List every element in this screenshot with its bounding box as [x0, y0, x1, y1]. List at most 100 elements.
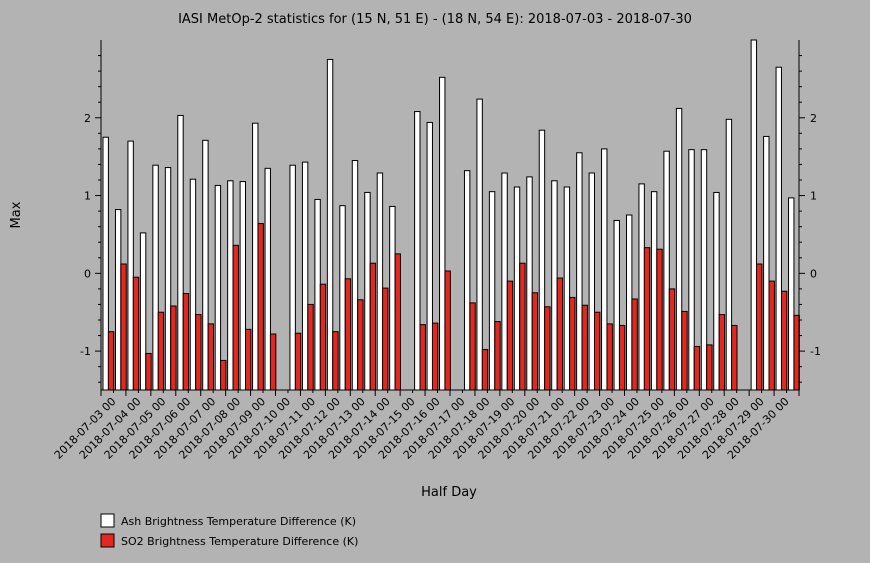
bar-so2 — [382, 287, 389, 391]
y-tick-label: 0 — [84, 267, 91, 280]
bars-group — [102, 39, 800, 391]
bar-so2 — [506, 280, 514, 391]
legend-item-so2: SO2 Brightness Temperature Difference (K… — [100, 533, 358, 548]
bar-ash — [763, 135, 770, 391]
y-ticks-group: -1 -1 0 0 1 1 2 2 — [80, 55, 821, 383]
bar-ash — [501, 172, 508, 391]
legend-swatch-so2 — [100, 533, 115, 548]
bar-so2 — [220, 359, 227, 391]
bar-ash — [214, 184, 222, 391]
bar-so2 — [307, 303, 314, 391]
bar-ash — [476, 98, 483, 391]
bar-so2 — [107, 331, 115, 391]
bar-so2 — [606, 323, 613, 391]
bar-so2 — [332, 331, 339, 391]
bar-ash — [152, 164, 159, 391]
bar-so2 — [444, 270, 451, 391]
bar-ash — [164, 167, 172, 391]
bar-ash — [389, 205, 396, 391]
bar-ash — [750, 39, 758, 391]
bar-ash — [588, 172, 596, 391]
bar-so2 — [294, 332, 302, 391]
bar-so2 — [120, 263, 127, 391]
bar-ash — [376, 172, 384, 391]
bar-ash — [252, 122, 259, 391]
legend-item-ash: Ash Brightness Temperature Difference (K… — [100, 513, 356, 528]
legend-swatch-ash — [100, 513, 115, 528]
bar-ash — [513, 186, 521, 391]
y-tick-label: -1 — [80, 345, 91, 358]
bar-ash — [102, 136, 109, 391]
bar-so2 — [195, 314, 202, 391]
bar-so2 — [481, 349, 489, 391]
bar-so2 — [731, 324, 738, 391]
bar-so2 — [618, 324, 626, 391]
y-tick-label: 2 — [84, 112, 91, 125]
bar-ash — [663, 150, 670, 391]
bar-so2 — [631, 298, 638, 391]
bar-ash — [177, 114, 184, 391]
bar-ash — [426, 121, 433, 391]
bar-ash — [713, 191, 720, 391]
y-tick-label-right: 1 — [810, 190, 817, 203]
y-tick-label-right: 0 — [810, 267, 817, 280]
bar-so2 — [494, 321, 501, 391]
bar-so2 — [269, 333, 277, 391]
bar-so2 — [519, 262, 526, 391]
bar-ash — [526, 176, 533, 391]
bar-so2 — [369, 262, 377, 391]
bar-ash — [626, 214, 633, 391]
bar-so2 — [656, 248, 663, 391]
bar-so2 — [170, 305, 177, 391]
bar-so2 — [232, 244, 239, 391]
bar-so2 — [569, 296, 576, 391]
bar-so2 — [319, 283, 327, 391]
bar-ash — [688, 149, 695, 391]
legend-label-so2: SO2 Brightness Temperature Difference (K… — [121, 535, 358, 548]
bar-ash — [613, 219, 620, 391]
bar-ash — [301, 161, 309, 391]
bar-so2 — [394, 253, 401, 391]
bar-so2 — [207, 323, 215, 391]
y-tick-label: 1 — [84, 190, 91, 203]
y-tick-label-right: 2 — [810, 112, 817, 125]
bar-ash — [463, 170, 471, 391]
bar-so2 — [157, 311, 165, 391]
chart-title: IASI MetOp-2 statistics for (15 N, 51 E)… — [178, 12, 692, 27]
bar-ash — [563, 186, 571, 391]
bar-ash — [725, 118, 733, 391]
bar-so2 — [594, 311, 601, 391]
bar-so2 — [768, 280, 775, 391]
bar-ash — [488, 191, 496, 391]
bar-ash — [576, 152, 583, 391]
bar-so2 — [344, 278, 352, 391]
bar-so2 — [182, 293, 190, 391]
bar-so2 — [245, 328, 252, 391]
bar-so2 — [706, 344, 713, 391]
bar-ash — [326, 58, 334, 391]
bar-ash — [414, 111, 421, 391]
bar-so2 — [257, 223, 264, 391]
bar-ash — [439, 76, 446, 391]
bar-so2 — [145, 352, 152, 391]
bar-ash — [264, 167, 271, 391]
bar-so2 — [681, 310, 688, 391]
bar-ash — [227, 180, 234, 391]
bar-ash — [601, 148, 608, 391]
bar-so2 — [132, 276, 140, 391]
bar-so2 — [431, 322, 439, 391]
bar-ash — [202, 139, 209, 391]
bar-so2 — [693, 345, 701, 391]
bar-ash — [788, 197, 795, 391]
legend-label-ash: Ash Brightness Temperature Difference (K… — [121, 515, 356, 528]
bar-so2 — [643, 247, 651, 391]
bar-so2 — [357, 299, 364, 391]
bar-so2 — [581, 304, 588, 391]
bar-so2 — [531, 292, 539, 391]
bar-so2 — [469, 302, 476, 391]
bar-ash — [314, 198, 321, 391]
bar-ash — [551, 180, 558, 391]
y-axis-label: Max — [9, 201, 24, 228]
bar-ash — [127, 140, 134, 391]
